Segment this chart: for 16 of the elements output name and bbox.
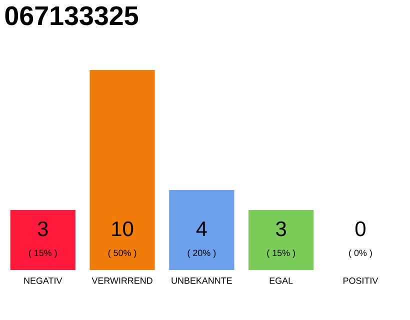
annotation: ( 15% ): [267, 250, 295, 258]
x-tick-label: VERWIRREND: [92, 278, 152, 284]
x-tick-label: POSITIV: [344, 278, 378, 284]
data-label: 0: [355, 221, 366, 236]
data-label: 3: [38, 221, 48, 236]
data-label: 4: [196, 222, 207, 236]
annotation: ( 15% ): [28, 250, 57, 258]
x-tick-label: EGAL: [270, 278, 293, 284]
chart-title: 067133325: [5, 6, 138, 26]
annotation: ( 50% ): [108, 250, 136, 258]
x-tick-label: NEGATIV: [24, 278, 62, 284]
x-tick-label: UNBEKANNTE: [172, 278, 232, 284]
annotation: ( 0% ): [349, 250, 372, 258]
data-label: 3: [276, 221, 286, 236]
data-label: 10: [112, 221, 134, 236]
annotation: ( 20% ): [188, 250, 216, 258]
